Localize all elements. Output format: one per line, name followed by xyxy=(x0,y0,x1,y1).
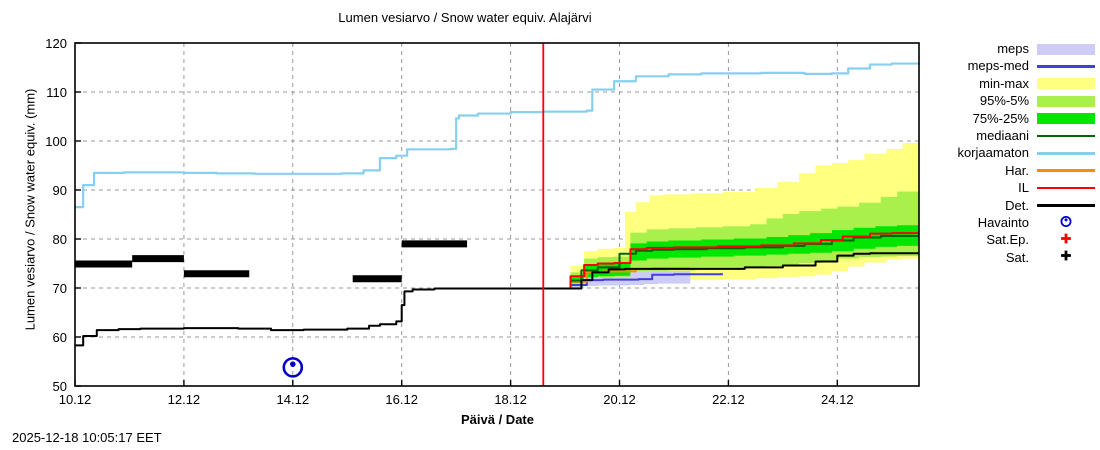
legend-item-il: IL xyxy=(930,179,1095,196)
legend-marker-swatch xyxy=(1060,215,1073,231)
legend-line-swatch xyxy=(1037,65,1095,68)
legend-item-95-5: 95%-5% xyxy=(930,92,1095,109)
legend-swatch-band xyxy=(1037,42,1095,56)
chart-legend: meps meps-med min-max 95%-5% 75%-25% mediaani… xyxy=(930,40,1095,266)
legend-marker-swatch xyxy=(1060,232,1073,248)
legend-item-meps-med: meps-med xyxy=(930,57,1095,74)
legend-label: IL xyxy=(1018,180,1029,196)
legend-label: Det. xyxy=(1005,197,1029,213)
legend-band-swatch xyxy=(1037,95,1095,107)
legend-item-sat-ep: Sat.Ep. xyxy=(930,231,1095,248)
y-tick-label: 70 xyxy=(53,281,67,296)
x-axis-label: Päivä / Date xyxy=(461,412,534,427)
legend-swatch-line xyxy=(1037,163,1095,177)
legend-label: Havainto xyxy=(977,214,1029,230)
y-tick-label: 50 xyxy=(53,379,67,394)
series-line-korjaamaton xyxy=(75,62,921,209)
x-tick-label: 10.12 xyxy=(59,392,92,407)
legend-item-sat: Sat. xyxy=(930,249,1095,266)
axes-frame xyxy=(74,42,920,387)
legend-label: 95%-5% xyxy=(979,93,1029,109)
y-tick-label: 60 xyxy=(53,330,67,345)
legend-swatch-marker xyxy=(1037,250,1095,264)
legend-swatch-band xyxy=(1037,76,1095,90)
series-line-il xyxy=(556,232,919,290)
series-line-meps-med xyxy=(556,273,723,290)
y-tick-label: 80 xyxy=(53,232,67,247)
legend-swatch-band xyxy=(1037,111,1095,125)
legend-line-swatch xyxy=(1037,186,1095,190)
legend-line-swatch xyxy=(1037,152,1095,155)
legend-item-det: Det. xyxy=(930,197,1095,214)
x-tick-label: 16.12 xyxy=(385,392,418,407)
legend-line-swatch xyxy=(1037,134,1095,138)
legend-item-havainto: Havainto xyxy=(930,214,1095,231)
legend-label: meps-med xyxy=(967,58,1029,74)
legend-swatch-marker xyxy=(1037,233,1095,247)
legend-band-swatch xyxy=(1037,78,1095,90)
legend-item-meps: meps xyxy=(930,40,1095,57)
y-tick-label: 90 xyxy=(53,183,67,198)
x-tick-label: 12.12 xyxy=(168,392,201,407)
legend-item-korjaamaton: korjaamaton xyxy=(930,144,1095,161)
legend-item-75-25: 75%-25% xyxy=(930,110,1095,127)
legend-label: Sat. xyxy=(1005,249,1029,265)
legend-line-swatch xyxy=(1037,204,1095,207)
timestamp-label: 2025-12-18 10:05:17 EET xyxy=(12,430,162,445)
x-tick-label: 24.12 xyxy=(821,392,854,407)
y-tick-label: 110 xyxy=(46,85,67,100)
y-tick-label: 100 xyxy=(45,134,67,149)
legend-line-swatch xyxy=(1037,169,1095,172)
series-line-det- xyxy=(75,252,919,347)
legend-band-swatch xyxy=(1037,113,1095,125)
x-tick-label: 22.12 xyxy=(712,392,745,407)
legend-label: 75%-25% xyxy=(972,110,1029,126)
x-tick-label: 18.12 xyxy=(494,392,527,407)
legend-item-min-max: min-max xyxy=(930,75,1095,92)
marker-havainto xyxy=(282,357,304,378)
legend-item-mediaani: mediaani xyxy=(930,127,1095,144)
legend-swatch-marker xyxy=(1037,215,1095,231)
legend-swatch-line xyxy=(1037,59,1095,73)
legend-marker-swatch xyxy=(1060,249,1073,265)
chart-title: Lumen vesiarvo / Snow water equiv. Alajä… xyxy=(338,10,592,25)
x-tick-label: 14.12 xyxy=(277,392,310,407)
marker-havainto-dot xyxy=(290,361,296,367)
legend-label: korjaamaton xyxy=(957,145,1029,161)
legend-swatch-line xyxy=(1037,181,1095,195)
legend-label: mediaani xyxy=(976,127,1029,143)
legend-item-har: Har. xyxy=(930,162,1095,179)
legend-swatch-band xyxy=(1037,94,1095,108)
legend-label: Har. xyxy=(1005,162,1029,178)
legend-swatch-line xyxy=(1037,198,1095,212)
legend-swatch-line xyxy=(1037,129,1095,143)
legend-label: meps xyxy=(997,41,1029,56)
legend-label: Sat.Ep. xyxy=(986,232,1029,248)
legend-swatch-line xyxy=(1037,146,1095,160)
y-tick-label: 120 xyxy=(45,36,67,51)
legend-label: min-max xyxy=(979,75,1029,91)
x-tick-label: 20.12 xyxy=(603,392,636,407)
legend-band-swatch xyxy=(1037,43,1095,55)
